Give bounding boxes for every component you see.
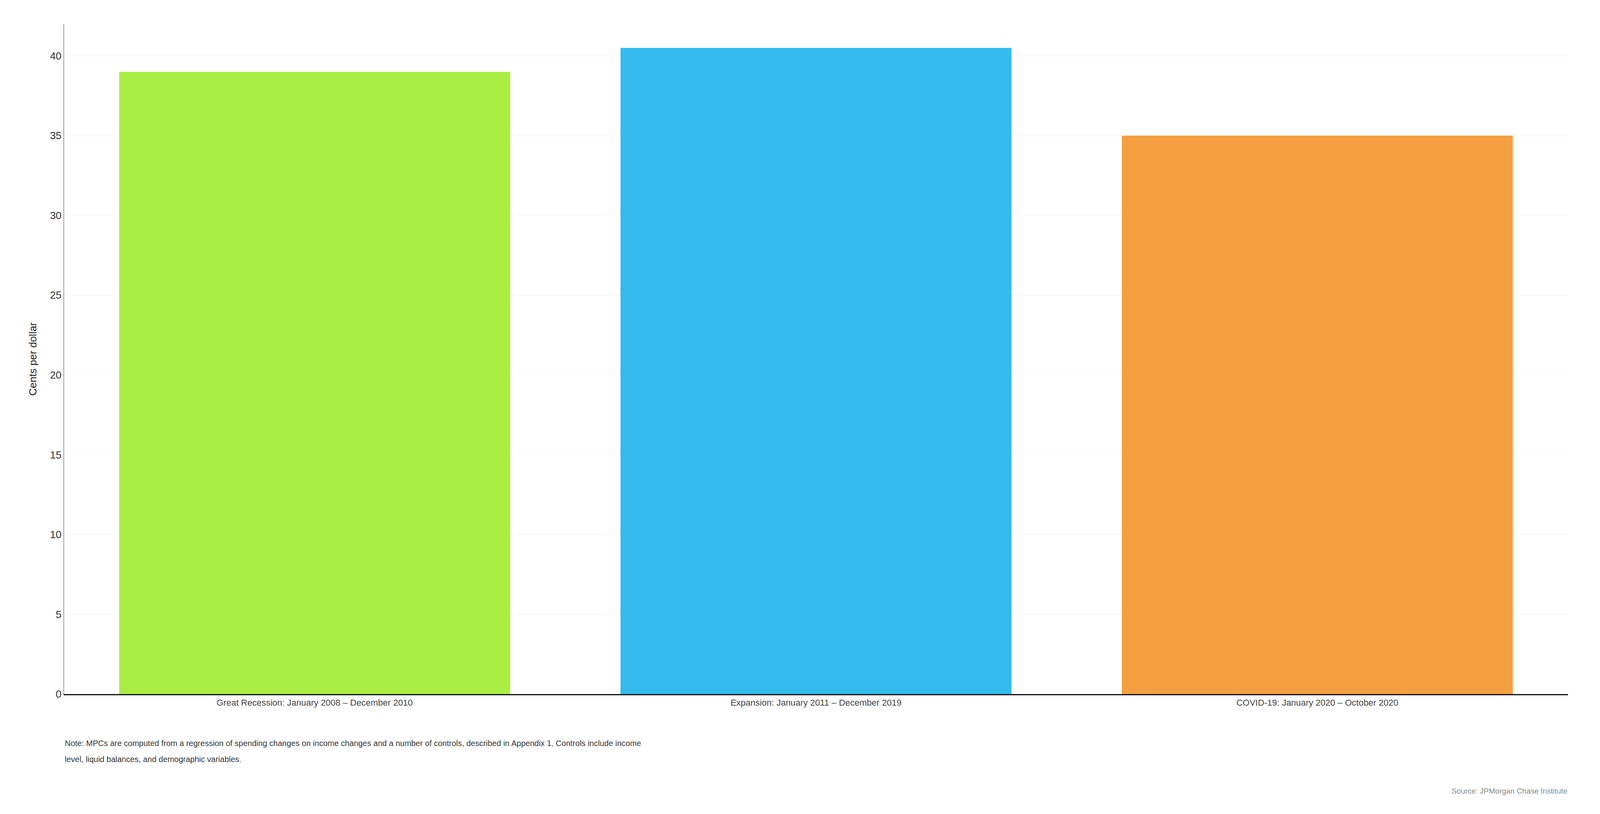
- svg-text:level, liquid balances, and de: level, liquid balances, and demographic …: [64, 755, 242, 764]
- svg-text:COVID-19: January 2020 – Octob: COVID-19: January 2020 – October 2020: [1236, 698, 1399, 708]
- svg-text:40: 40: [50, 50, 62, 62]
- svg-text:35: 35: [50, 129, 62, 142]
- svg-text:15: 15: [50, 449, 62, 462]
- svg-text:Source: JPMorgan Chase Institu: Source: JPMorgan Chase Institute: [1451, 787, 1568, 796]
- svg-text:Expansion: January 2011 – Dece: Expansion: January 2011 – December 2019: [730, 698, 902, 708]
- svg-text:10: 10: [50, 528, 62, 541]
- svg-text:30: 30: [50, 209, 62, 222]
- svg-text:Cents per dollar: Cents per dollar: [26, 322, 39, 396]
- svg-text:5: 5: [55, 608, 62, 621]
- svg-text:Note: MPCs are computed from a: Note: MPCs are computed from a regressio…: [64, 739, 642, 748]
- svg-text:20: 20: [50, 369, 62, 382]
- svg-text:0: 0: [55, 688, 62, 701]
- svg-text:Great Recession: January 2008: Great Recession: January 2008 – December…: [216, 698, 413, 708]
- svg-text:25: 25: [50, 289, 62, 302]
